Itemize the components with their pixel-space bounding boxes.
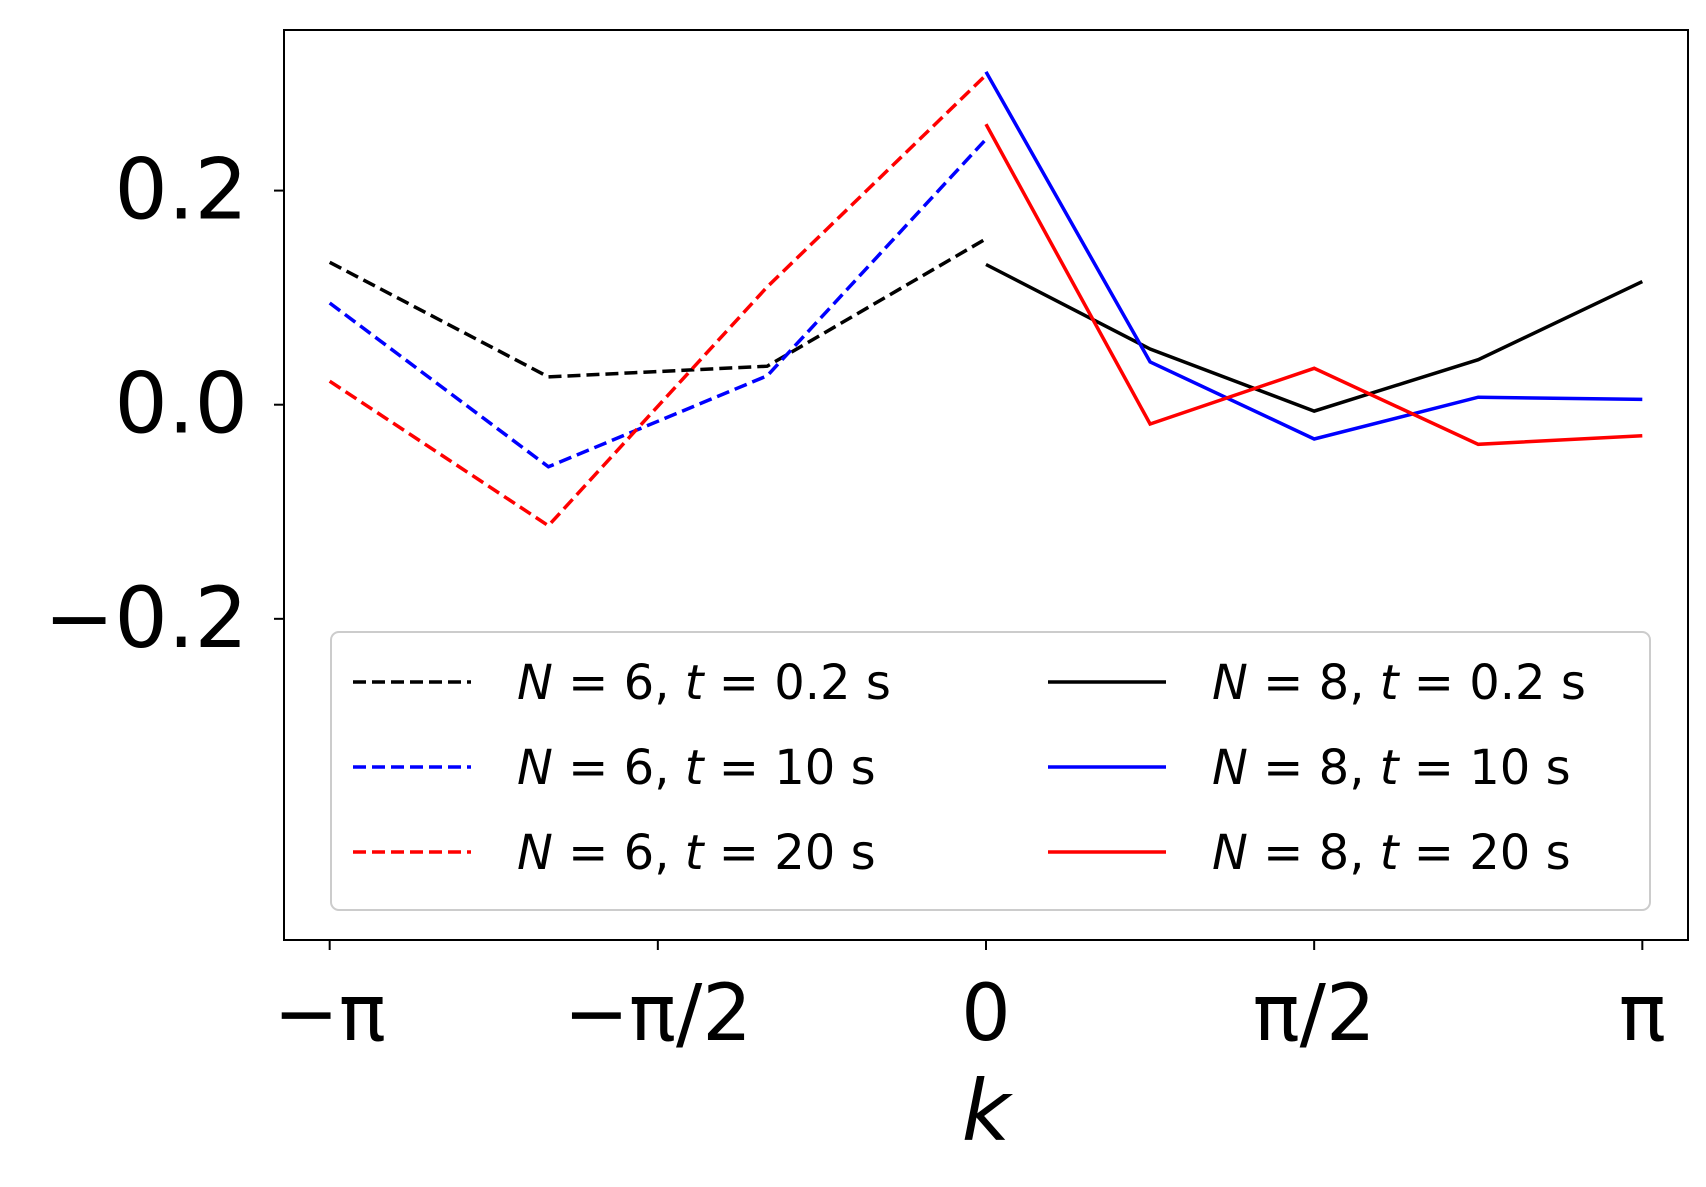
legend-label: N = 8, t = 0.2 s [1212,655,1586,711]
legend-label: N = 6, t = 10 s [517,740,876,796]
series-line-1 [328,237,987,379]
legend-label: N = 8, t = 10 s [1212,740,1571,796]
series-line-3 [328,73,988,528]
x-tick-label: π [1619,969,1666,1059]
series-line-6 [984,123,1643,447]
y-tick-label: −0.2 [44,569,248,667]
y-tick-label: 0.2 [114,141,248,239]
x-axis-label: k [962,1062,1014,1160]
legend-box [330,631,1651,911]
x-tick-label: 0 [961,969,1011,1059]
legend: N = 6, t = 0.2 s N = 6, t = 10 s N = 6, t … [330,631,1651,911]
axis-layer: −π −π/2 0 π/2 π 0.2 0.0 −0.2 [44,141,1666,1059]
x-tick-label: −π/2 [564,969,752,1059]
series-layer [328,70,1644,528]
x-tick-label: π/2 [1253,969,1376,1059]
y-tick-label: 0.0 [114,355,248,453]
x-tick-label: −π [274,969,386,1059]
series-line-2 [328,138,988,469]
legend-label: N = 6, t = 20 s [517,825,876,881]
legend-label: N = 8, t = 20 s [1212,825,1571,881]
series-line-5 [984,70,1643,441]
legend-label: N = 6, t = 0.2 s [517,655,891,711]
